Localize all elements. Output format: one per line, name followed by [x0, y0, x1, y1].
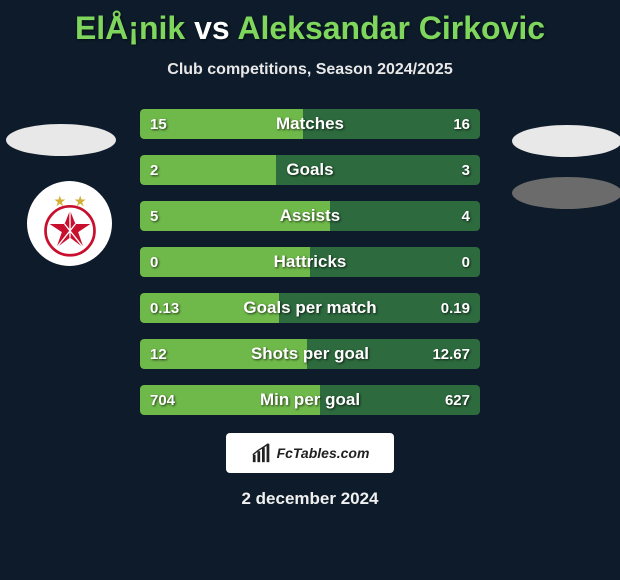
vs-text: vs: [194, 10, 230, 46]
player1-placeholder-ellipse: [6, 124, 116, 156]
bar-row: 704627Min per goal: [140, 385, 480, 415]
player1-name: ElÅ¡nik: [75, 10, 185, 46]
bar-label: Min per goal: [140, 385, 480, 415]
bar-label: Matches: [140, 109, 480, 139]
bar-row: 54Assists: [140, 201, 480, 231]
bar-row: 1516Matches: [140, 109, 480, 139]
date: 2 december 2024: [0, 489, 620, 509]
bar-label: Goals: [140, 155, 480, 185]
bar-row: 1212.67Shots per goal: [140, 339, 480, 369]
brand-text: FcTables.com: [277, 445, 370, 461]
red-star-logo-icon: [36, 190, 104, 258]
bar-label: Assists: [140, 201, 480, 231]
bar-row: 00Hattricks: [140, 247, 480, 277]
player2-name: Aleksandar Cirkovic: [237, 10, 545, 46]
subtitle: Club competitions, Season 2024/2025: [0, 61, 620, 79]
player2-placeholder-ellipse-2: [512, 177, 620, 209]
club-logo: [27, 181, 112, 266]
bar-label: Shots per goal: [140, 339, 480, 369]
bar-row: 23Goals: [140, 155, 480, 185]
content-area: 1516Matches 23Goals 54Assists 00Hattricks 0.…: [0, 109, 620, 415]
player2-placeholder-ellipse-1: [512, 125, 620, 157]
bar-row: 0.130.19Goals per match: [140, 293, 480, 323]
chart-icon: [251, 442, 273, 464]
comparison-title: ElÅ¡nik vs Aleksandar Cirkovic: [0, 0, 620, 47]
comparison-bars: 1516Matches 23Goals 54Assists 00Hattricks 0.…: [140, 109, 480, 415]
brand-badge: FcTables.com: [226, 433, 394, 473]
bar-label: Goals per match: [140, 293, 480, 323]
bar-label: Hattricks: [140, 247, 480, 277]
